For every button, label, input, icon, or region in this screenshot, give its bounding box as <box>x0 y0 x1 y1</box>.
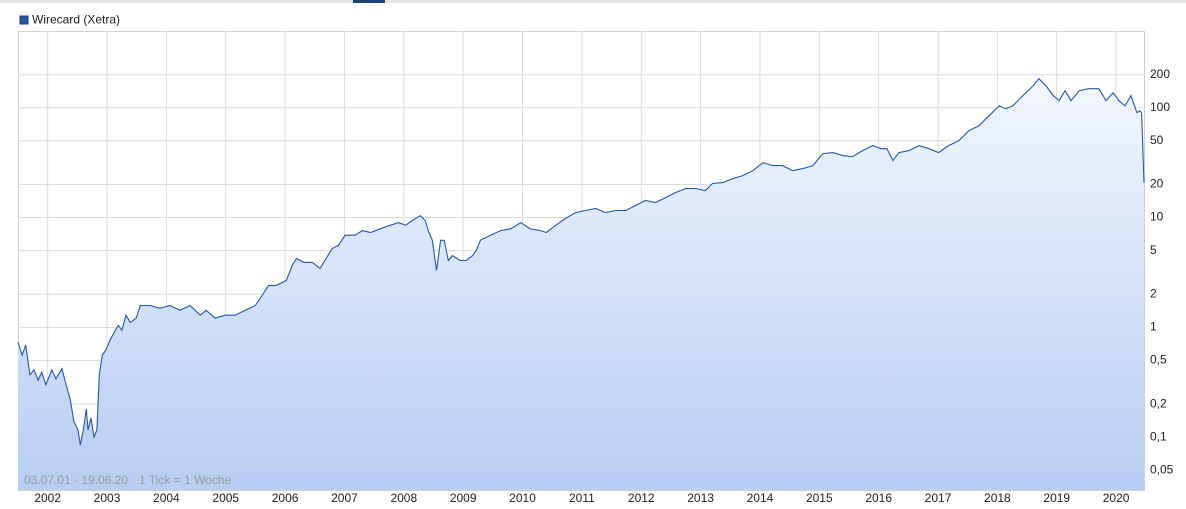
x-tick-label: 2017 <box>925 491 952 505</box>
area <box>18 78 1144 490</box>
y-tick-label: 10 <box>1150 210 1164 224</box>
y-tick-label: 100 <box>1150 100 1170 114</box>
x-tick-label: 2009 <box>450 491 477 505</box>
x-tick-label: 2008 <box>390 491 417 505</box>
y-tick-label: 0,5 <box>1150 353 1167 367</box>
x-tick-label: 2005 <box>212 491 239 505</box>
y-tick-label: 2 <box>1150 286 1157 300</box>
x-tick-label: 2003 <box>94 491 121 505</box>
top-bar <box>0 0 1186 3</box>
legend-swatch <box>19 15 29 25</box>
y-tick-label: 50 <box>1150 133 1164 147</box>
x-tick-label: 2019 <box>1043 491 1070 505</box>
y-tick-label: 0,05 <box>1150 462 1174 476</box>
x-tick-label: 2012 <box>628 491 655 505</box>
x-tick-label: 2015 <box>806 491 833 505</box>
annotation: 1 Tick = 1 Woche <box>139 473 231 487</box>
y-tick-label: 1 <box>1150 320 1157 334</box>
x-tick-label: 2016 <box>865 491 892 505</box>
legend-label: Wirecard (Xetra) <box>32 13 120 27</box>
y-tick-label: 200 <box>1150 67 1170 81</box>
x-tick-label: 2014 <box>747 491 774 505</box>
line <box>17 77 1145 446</box>
plot <box>17 77 1145 490</box>
annotation: 03.07.01 - 19.06.20 <box>24 473 128 487</box>
x-tick-label: 2010 <box>509 491 536 505</box>
top-tab[interactable] <box>353 0 385 3</box>
x-tick-label: 2007 <box>331 491 358 505</box>
x-tick-label: 2011 <box>569 491 595 505</box>
y-tick-label: 0,1 <box>1150 429 1167 443</box>
y-tick-label: 20 <box>1150 177 1164 191</box>
x-tick-label: 2002 <box>34 491 61 505</box>
x-tick-label: 2018 <box>984 491 1011 505</box>
y-tick-label: 0,2 <box>1150 396 1167 410</box>
x-tick-label: 2004 <box>153 491 180 505</box>
x-tick-label: 2013 <box>687 491 714 505</box>
x-tick-label: 2006 <box>272 491 299 505</box>
y-tick-label: 5 <box>1150 243 1157 257</box>
x-tick-label: 2020 <box>1103 491 1130 505</box>
